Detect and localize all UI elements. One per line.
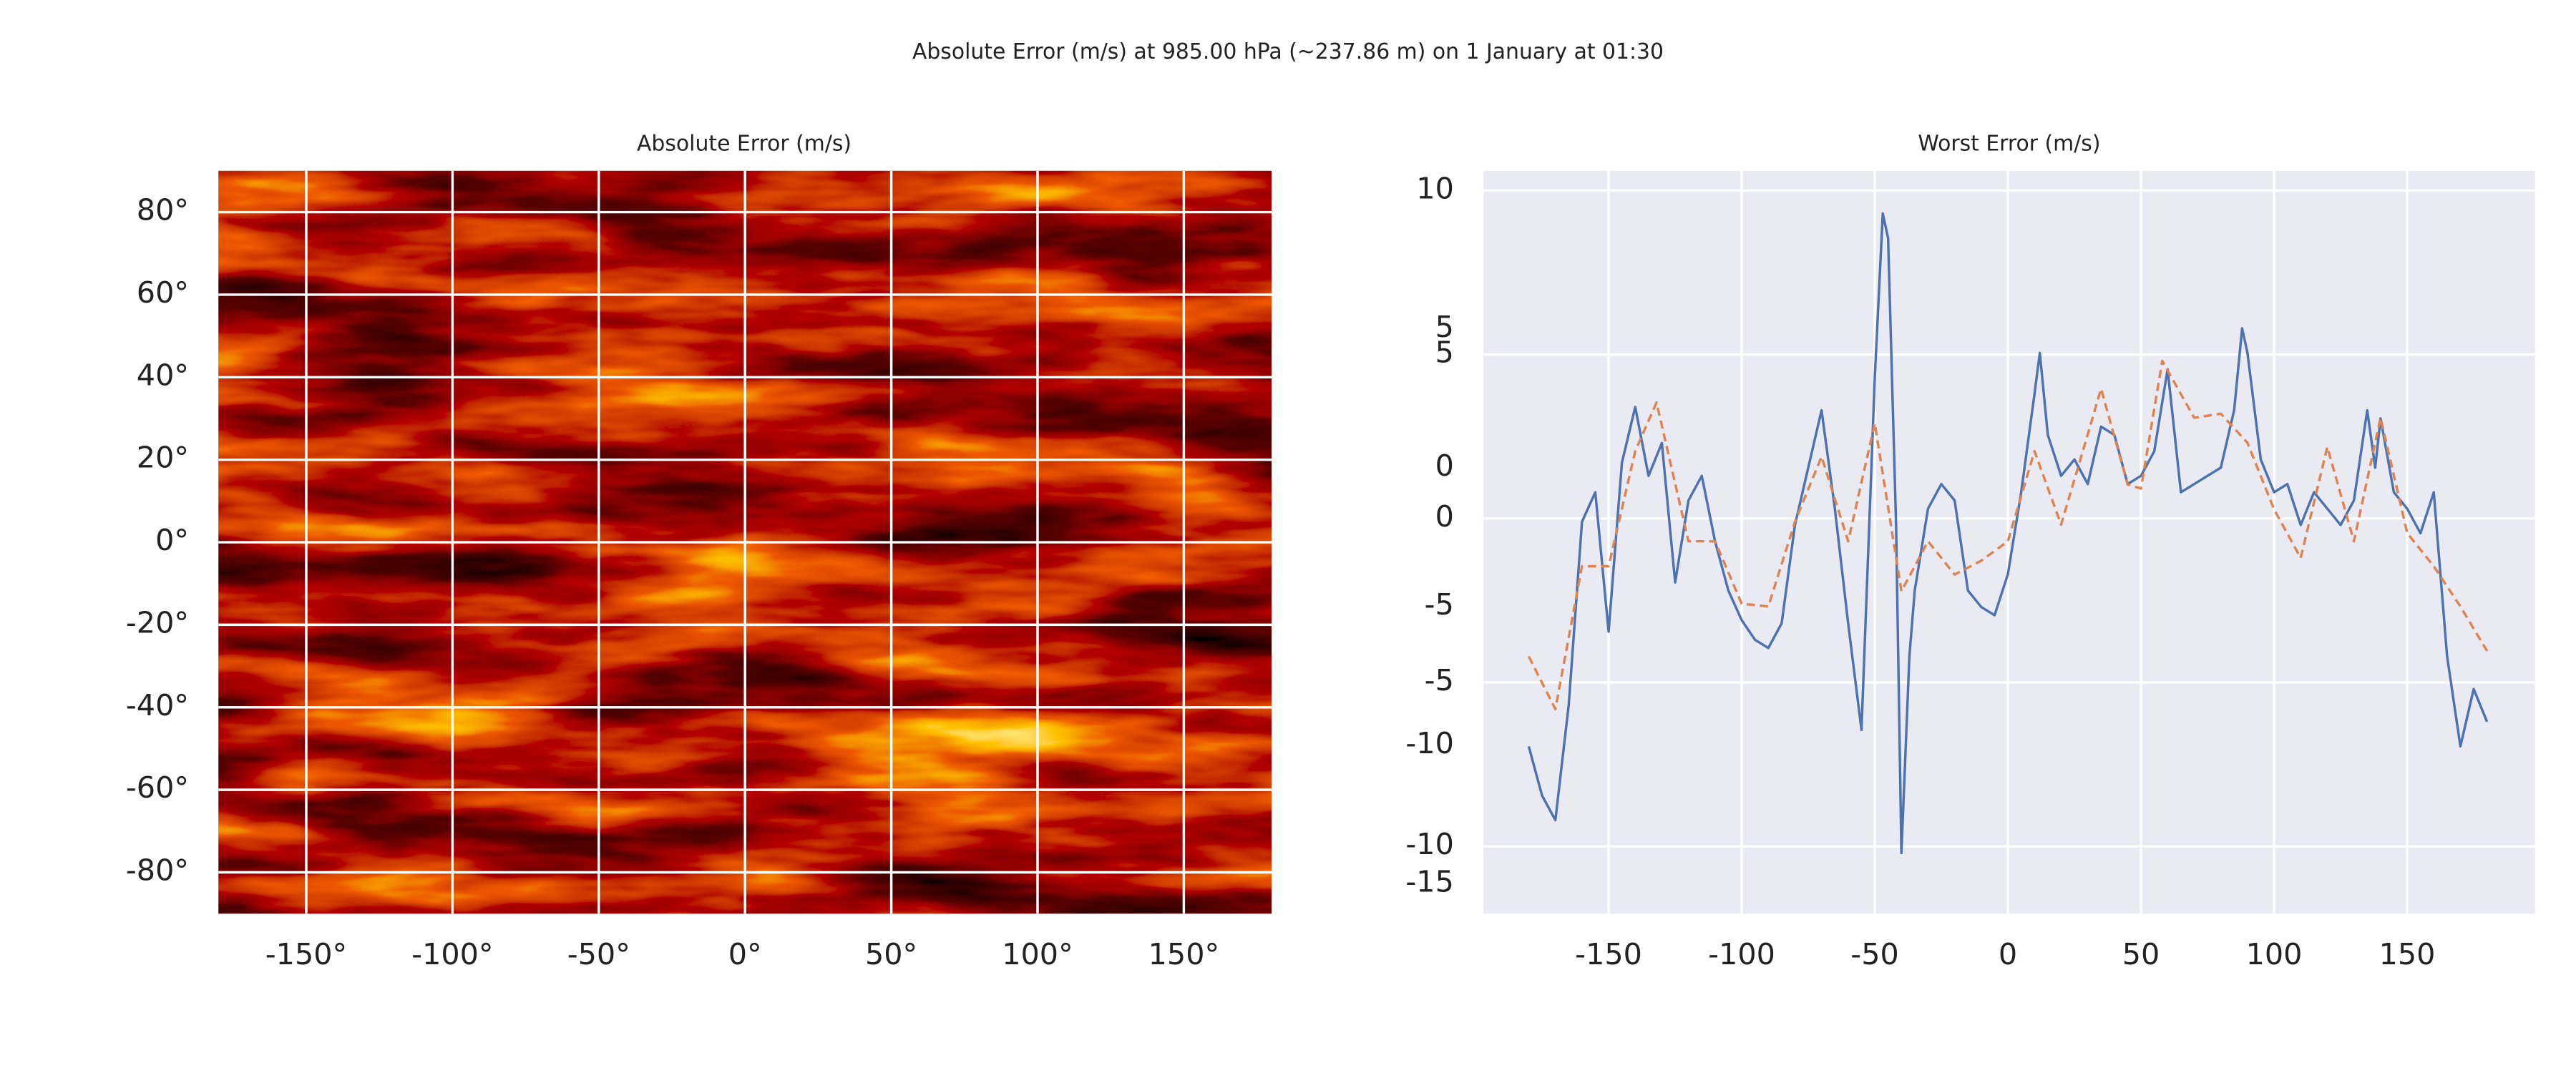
- x-tick-label: 50: [2122, 937, 2160, 971]
- y-tick-label: 0°: [155, 523, 189, 557]
- map-title: Absolute Error (m/s): [637, 132, 852, 157]
- x-tick-label: 100: [2246, 937, 2303, 971]
- x-tick-label: 150°: [1148, 937, 1220, 971]
- x-tick-label: -150: [1575, 937, 1642, 971]
- y-tick-label: -10: [1405, 827, 1453, 861]
- figure-title: Absolute Error (m/s) at 985.00 hPa (~237…: [912, 39, 1664, 64]
- y2-tick-label: -10: [1405, 726, 1453, 760]
- y-tick-label: 60°: [137, 275, 189, 310]
- y2-tick-label: -15: [1405, 865, 1453, 899]
- y-tick-label: 20°: [137, 441, 189, 475]
- y-tick-label: 5: [1435, 335, 1454, 370]
- x-tick-label: 0°: [728, 937, 762, 971]
- y2-tick-label: -5: [1425, 587, 1454, 622]
- y-tick-label: -40°: [126, 688, 189, 722]
- series-line: [1527, 359, 2489, 711]
- y-tick-label: -80°: [126, 853, 189, 887]
- x-tick-label: -50: [1850, 937, 1898, 971]
- x-tick-label: -100: [1708, 937, 1775, 971]
- y2-tick-label: 5: [1435, 310, 1454, 344]
- x-tick-label: 0: [1999, 937, 2017, 971]
- series-line: [1527, 212, 2489, 855]
- x-tick-label: -50°: [567, 937, 630, 971]
- y-tick-label: 40°: [137, 358, 189, 392]
- y-tick-label: 80°: [137, 193, 189, 227]
- x-tick-label: -150°: [265, 937, 347, 971]
- x-tick-label: 100°: [1002, 937, 1073, 971]
- x-tick-label: -100°: [411, 937, 493, 971]
- y-tick-label: 10: [1416, 171, 1454, 205]
- x-tick-label: 50°: [865, 937, 917, 971]
- y-tick-label: -20°: [126, 605, 189, 640]
- plot-background: [1483, 170, 2535, 914]
- y-tick-label: 0: [1435, 499, 1454, 534]
- y2-tick-label: 0: [1435, 449, 1454, 483]
- y-tick-label: -5: [1425, 663, 1454, 697]
- line-title: Worst Error (m/s): [1918, 132, 2100, 157]
- y-tick-label: -60°: [126, 770, 189, 805]
- x-tick-label: 150: [2379, 937, 2436, 971]
